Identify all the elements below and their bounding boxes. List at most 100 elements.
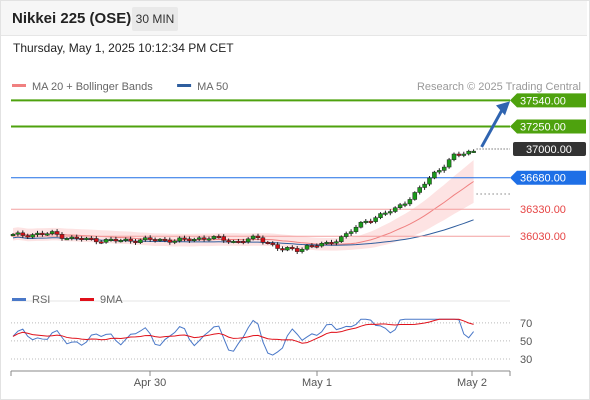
candle: [84, 237, 89, 240]
candle: [49, 231, 55, 234]
candle: [143, 237, 148, 241]
last-price-label: 37000.00: [526, 144, 572, 156]
candle: [299, 249, 305, 252]
candle: [226, 240, 231, 243]
rsi-ma-line: [12, 318, 474, 344]
candle: [182, 237, 187, 240]
candle: [162, 238, 168, 241]
candle: [446, 159, 452, 168]
x-tick-label: May 1: [302, 377, 332, 389]
candle: [35, 232, 40, 235]
resistance-label: 37250.00: [520, 121, 566, 133]
candle: [348, 231, 354, 234]
candle: [324, 242, 329, 245]
timeframe-button[interactable]: 30 MIN: [132, 7, 178, 31]
resistance-label: 37540.00: [520, 95, 566, 107]
candle: [30, 234, 35, 238]
candle: [25, 235, 30, 238]
candle: [265, 242, 271, 245]
candle: [343, 233, 349, 237]
candle: [40, 232, 45, 235]
candle: [417, 187, 422, 193]
candle: [118, 240, 124, 243]
candle: [241, 241, 246, 244]
candle: [10, 233, 16, 236]
candle: [363, 220, 369, 223]
candle: [187, 238, 192, 241]
candle: [471, 150, 476, 153]
candle: [275, 244, 280, 249]
candle: [138, 239, 143, 243]
rsi-tick-label: 50: [520, 336, 532, 348]
candle: [89, 237, 94, 240]
candle: [94, 238, 99, 243]
x-tick-label: Apr 30: [134, 377, 166, 389]
candle: [245, 238, 251, 243]
candle: [147, 237, 153, 240]
candle: [422, 183, 427, 188]
rsi-line: [12, 318, 474, 356]
candle: [69, 236, 75, 239]
candle: [294, 248, 300, 252]
candle: [201, 237, 207, 240]
pivot-label: 36680.00: [520, 173, 566, 185]
candle: [412, 192, 418, 200]
last-price-tag: [513, 141, 586, 156]
candle: [432, 171, 437, 179]
candle: [157, 238, 163, 241]
candle: [339, 236, 344, 242]
candle: [329, 242, 334, 245]
candle: [216, 236, 222, 239]
rsi-ma-legend-label: 9MA: [100, 294, 123, 306]
candle: [314, 245, 320, 248]
candle: [250, 235, 256, 240]
candle: [383, 212, 388, 215]
ma20-legend-swatch: [12, 84, 26, 87]
candle: [353, 226, 359, 232]
candle: [334, 241, 339, 244]
candle: [74, 236, 79, 239]
pivot-tag: [510, 170, 586, 185]
candle: [437, 170, 442, 173]
resistance-tag: [510, 119, 586, 134]
candle: [456, 153, 462, 156]
candle: [236, 240, 241, 243]
candle: [397, 204, 403, 208]
candle: [461, 153, 467, 156]
forecast-arrow: [480, 105, 506, 148]
candle: [54, 231, 60, 235]
candle: [206, 238, 212, 241]
support-label: 36030.00: [520, 231, 566, 243]
candle: [221, 236, 226, 241]
ma50-legend-label: MA 50: [197, 81, 228, 93]
candle: [319, 242, 324, 247]
candle: [304, 245, 310, 250]
candle: [98, 241, 104, 244]
timestamp: Thursday, May 1, 2025 10:12:34 PM CET: [13, 41, 234, 55]
candle: [211, 236, 217, 239]
instrument-title: Nikkei 225 (OSE): [12, 10, 132, 27]
rsi-legend-label: RSI: [32, 294, 50, 306]
candle: [309, 245, 315, 248]
support-label: 36330.00: [520, 204, 566, 216]
candle: [285, 247, 290, 251]
candle: [451, 153, 457, 160]
candle: [64, 238, 70, 241]
candle: [427, 177, 432, 185]
candle: [172, 240, 177, 243]
candle: [152, 239, 158, 242]
candle: [358, 221, 364, 228]
candle: [20, 232, 26, 236]
rsi-tick-label: 70: [520, 318, 532, 330]
candle: [290, 247, 295, 250]
candle: [113, 238, 119, 242]
candle: [368, 220, 373, 223]
candle: [407, 199, 413, 205]
candle: [441, 166, 447, 171]
candle: [373, 217, 378, 222]
rsi-ma-legend-swatch: [80, 298, 94, 301]
candle: [103, 239, 109, 243]
candle: [128, 238, 133, 242]
candle: [196, 237, 202, 240]
